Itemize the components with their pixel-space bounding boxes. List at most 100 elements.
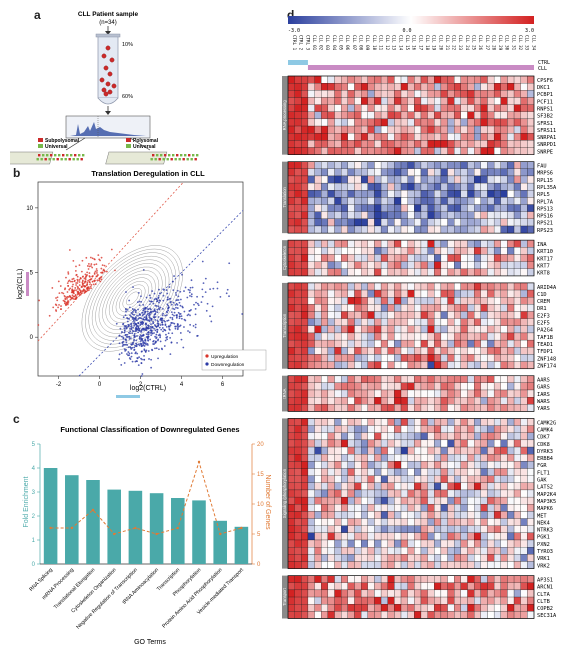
heatmap-cell [387,347,395,355]
heatmap-cell [420,525,428,533]
density-contour [126,291,139,306]
heatmap-cell [440,97,448,105]
heatmap-cell [467,347,475,355]
heatmap-cell [427,604,435,612]
heatmap-cell [367,325,375,334]
heatmap-cell [414,161,422,169]
heatmap-cell [467,589,475,598]
heatmap-cell [487,225,495,234]
heatmap-cell [301,504,309,512]
heatmap-cell [341,125,348,134]
heatmap-cell [301,589,309,598]
heatmap-cell [527,218,535,227]
array-spot [44,158,47,161]
downregulated-point [120,335,123,338]
heatmap-cell [414,204,422,212]
number-of-genes-point [70,526,74,530]
downregulated-point [165,314,168,316]
heatmap-cell [327,218,335,227]
heatmap-cell [394,468,402,476]
heatmap-cell [287,596,295,605]
heatmap-cell [454,561,461,569]
heatmap-cell [400,518,408,526]
heatmap-cell [460,504,468,512]
heatmap-cell [367,504,375,512]
heatmap-cell [321,504,329,512]
upregulated-point [100,256,103,259]
array-spot [162,158,165,161]
heatmap-cell [341,90,348,98]
heatmap-cell [434,347,442,355]
heatmap-cell [387,482,395,491]
heatmap-cell [327,261,335,269]
heatmap-cell [454,475,461,483]
heatmap-cell [400,354,408,362]
heatmap-cell [454,268,461,277]
heatmap-cell [354,375,362,383]
heatmap-cell [394,504,402,512]
heatmap-cell [321,404,329,412]
heatmap-cell [314,468,322,476]
heatmap-cell [374,596,382,605]
heatmap-cell [427,382,435,391]
downregulated-point [147,350,150,352]
heatmap-cell [474,218,481,227]
heatmap-cell [474,511,481,519]
heatmap-cell [500,547,508,555]
downregulated-point [183,310,186,313]
heatmap-cell [520,168,528,177]
heatmap-cell [427,397,435,405]
heatmap-cell [307,382,315,391]
heatmap-cell [427,104,435,112]
downregulated-point [154,341,157,344]
heatmap-cell [354,361,362,369]
heatmap-cell [427,432,435,441]
heatmap-cell [287,554,295,562]
heatmap-cell [414,532,422,541]
heatmap-cell [341,97,348,105]
heatmap-cell [287,339,295,348]
heatmap-cell [467,404,475,412]
upregulated-point [89,285,92,288]
heatmap-cell [520,190,528,198]
heatmap-cell [507,375,515,383]
downregulated-point [131,360,134,363]
heatmap-cell [493,339,501,348]
array-spot [190,158,193,161]
ribosome-dot [109,57,115,63]
density-contour [81,245,183,352]
heatmap-cell [307,289,315,298]
heatmap-cell [407,596,415,605]
heatmap-cell [400,225,408,234]
heatmap-cell [287,140,295,148]
heatmap-cell [400,397,408,405]
array-spot [188,154,191,157]
downregulated-point [191,286,194,289]
heatmap-cell [347,204,355,212]
heatmap-cell [341,418,348,426]
heatmap-cell [500,475,508,483]
heatmap-cell [387,539,395,548]
heatmap-cell [487,104,495,112]
downregulated-point [129,327,131,330]
downregulated-point [136,301,139,304]
heatmap-cell [400,539,408,548]
heatmap-cell [487,75,495,84]
heatmap-cell [287,547,295,555]
downregulated-point [149,327,151,330]
heatmap-cell [513,482,521,491]
heatmap-cell [467,361,475,369]
heatmap-cell [380,561,388,569]
downregulated-point [164,329,166,331]
heatmap-cell [507,446,515,455]
heatmap-cell [380,439,388,448]
heatmap-column-label: CLL 07 [352,35,357,51]
heatmap-cell [400,468,408,476]
heatmap-cell [467,604,475,612]
heatmap-cell [474,161,481,169]
heatmap-cell [380,104,388,112]
heatmap-cell [301,596,309,605]
heatmap-cell [394,432,402,441]
gene-label: ZNF174 [537,363,556,369]
heatmap-cell [513,175,521,184]
